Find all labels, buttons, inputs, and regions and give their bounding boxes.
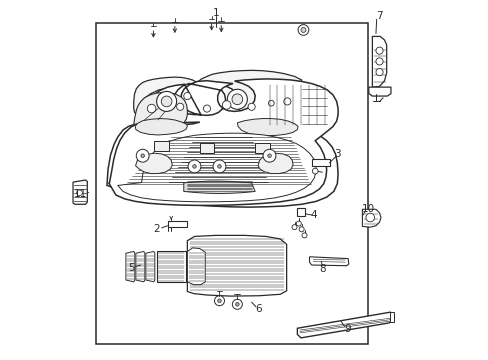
Bar bbox=[167, 221, 187, 227]
Polygon shape bbox=[309, 257, 348, 266]
Polygon shape bbox=[187, 235, 286, 296]
Circle shape bbox=[176, 103, 183, 111]
Circle shape bbox=[267, 154, 271, 157]
Polygon shape bbox=[297, 312, 393, 338]
Bar bbox=[154, 141, 168, 152]
Polygon shape bbox=[135, 153, 172, 174]
Polygon shape bbox=[187, 248, 205, 285]
Text: 6: 6 bbox=[255, 304, 262, 314]
Circle shape bbox=[263, 149, 275, 162]
Circle shape bbox=[147, 104, 156, 113]
Circle shape bbox=[77, 190, 82, 196]
Bar bbox=[312, 159, 329, 166]
Bar bbox=[297, 208, 305, 216]
Polygon shape bbox=[237, 118, 298, 136]
Text: 11: 11 bbox=[74, 189, 87, 199]
Circle shape bbox=[217, 299, 221, 302]
Circle shape bbox=[375, 58, 382, 65]
Text: 3: 3 bbox=[333, 149, 340, 159]
Text: 8: 8 bbox=[318, 264, 325, 274]
Circle shape bbox=[217, 165, 221, 168]
Circle shape bbox=[188, 160, 201, 173]
Circle shape bbox=[222, 101, 230, 109]
Circle shape bbox=[156, 91, 176, 111]
Polygon shape bbox=[368, 87, 390, 96]
Bar bbox=[96, 23, 367, 344]
Polygon shape bbox=[372, 36, 386, 87]
Circle shape bbox=[235, 302, 239, 306]
Text: 1: 1 bbox=[212, 8, 219, 18]
Text: 2: 2 bbox=[153, 224, 160, 234]
Polygon shape bbox=[134, 70, 301, 127]
Polygon shape bbox=[362, 209, 380, 227]
Text: 5: 5 bbox=[128, 262, 135, 273]
Circle shape bbox=[231, 94, 242, 105]
Circle shape bbox=[268, 100, 274, 106]
Bar bbox=[389, 312, 393, 322]
Circle shape bbox=[136, 149, 149, 162]
Polygon shape bbox=[125, 251, 135, 282]
Polygon shape bbox=[134, 93, 187, 125]
Text: 10: 10 bbox=[362, 204, 375, 214]
Circle shape bbox=[214, 296, 224, 306]
Bar bbox=[200, 143, 214, 153]
Polygon shape bbox=[258, 153, 292, 174]
Circle shape bbox=[203, 105, 210, 112]
Circle shape bbox=[161, 96, 172, 107]
Circle shape bbox=[299, 227, 304, 232]
Polygon shape bbox=[136, 251, 144, 282]
Circle shape bbox=[375, 68, 382, 76]
Circle shape bbox=[141, 154, 144, 157]
Text: 7: 7 bbox=[375, 12, 382, 21]
Circle shape bbox=[302, 233, 306, 238]
Circle shape bbox=[283, 98, 290, 105]
Bar bbox=[255, 143, 269, 153]
Circle shape bbox=[247, 103, 255, 111]
Polygon shape bbox=[145, 251, 155, 282]
Circle shape bbox=[192, 165, 196, 168]
Text: 4: 4 bbox=[310, 210, 317, 220]
Circle shape bbox=[365, 213, 374, 222]
Circle shape bbox=[213, 160, 225, 173]
Circle shape bbox=[298, 24, 308, 35]
Circle shape bbox=[300, 27, 305, 32]
Polygon shape bbox=[73, 180, 87, 204]
Circle shape bbox=[312, 168, 317, 174]
Polygon shape bbox=[183, 181, 255, 194]
Circle shape bbox=[183, 93, 190, 100]
Circle shape bbox=[296, 221, 301, 226]
Bar bbox=[157, 251, 185, 282]
Polygon shape bbox=[107, 85, 337, 207]
Circle shape bbox=[291, 225, 296, 230]
Circle shape bbox=[227, 89, 247, 109]
Circle shape bbox=[232, 299, 242, 309]
Polygon shape bbox=[135, 118, 187, 135]
Polygon shape bbox=[118, 133, 315, 202]
Circle shape bbox=[375, 47, 382, 54]
Polygon shape bbox=[108, 79, 337, 205]
Text: 9: 9 bbox=[344, 324, 350, 334]
